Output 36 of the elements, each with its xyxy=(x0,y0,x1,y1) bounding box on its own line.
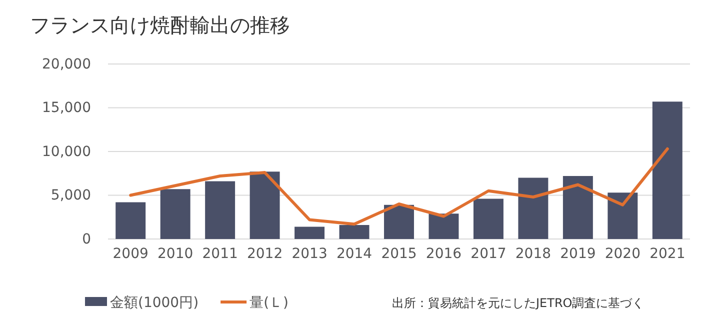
bar xyxy=(652,102,682,239)
x-tick-label: 2011 xyxy=(202,246,238,262)
x-tick-label: 2019 xyxy=(560,246,596,262)
bar xyxy=(294,226,325,239)
x-tick-label: 2021 xyxy=(650,246,686,262)
x-tick-label: 2014 xyxy=(336,246,372,262)
line-series xyxy=(129,147,669,226)
x-tick-label: 2020 xyxy=(604,246,640,262)
x-tick-label: 2009 xyxy=(112,246,148,262)
y-tick-label: 15,000 xyxy=(42,100,91,116)
x-tick-label: 2018 xyxy=(515,246,552,262)
bar xyxy=(562,176,593,239)
bar xyxy=(205,181,236,239)
bar xyxy=(250,172,280,239)
bar xyxy=(339,225,370,239)
y-tick-label: 5,000 xyxy=(50,188,91,204)
text: 出所：貿易統計を元にしたJETRO調査に基づく xyxy=(392,296,644,310)
bar xyxy=(608,192,638,239)
x-tick-label: 2012 xyxy=(246,246,283,262)
y-tick-label: 0 xyxy=(82,231,91,248)
bar xyxy=(116,202,146,239)
bar xyxy=(518,178,548,239)
legend-label: 量(Ｌ) xyxy=(250,295,288,311)
x-tick-label: 2010 xyxy=(158,246,194,262)
y-tick-label: 10,000 xyxy=(42,144,91,160)
legend-label: 金額(1000円) xyxy=(110,295,199,311)
chart-title: フランス向け焼酎輸出の推移 xyxy=(30,13,290,37)
bar xyxy=(473,198,504,239)
bar xyxy=(160,189,190,239)
bar xyxy=(428,214,459,239)
x-tick-label: 2016 xyxy=(426,246,462,262)
x-tick-label: 2017 xyxy=(470,246,506,262)
y-tick-label: 20,000 xyxy=(42,56,91,72)
bar xyxy=(384,204,414,239)
x-tick-label: 2013 xyxy=(292,246,328,262)
x-tick-label: 2015 xyxy=(381,246,417,262)
